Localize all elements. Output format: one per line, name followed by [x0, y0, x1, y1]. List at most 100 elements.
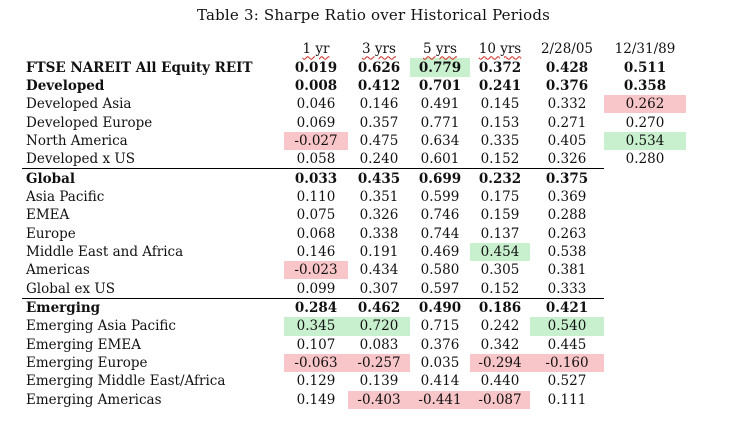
value-cell	[604, 279, 686, 298]
value-cell: 0.744	[420, 225, 460, 242]
value-cell	[604, 391, 686, 409]
value-cell: 0.241	[478, 77, 522, 94]
value-cell: 0.357	[359, 114, 399, 131]
table-row: Global ex US 0.099 0.307 0.597 0.152 0.333	[22, 279, 686, 298]
value-cell: 0.540	[530, 317, 604, 336]
value-cell: 0.699	[410, 168, 470, 188]
table-body: FTSE NAREIT All Equity REIT 0.019 0.626 0.7…	[22, 58, 686, 409]
row-label: Developed	[26, 77, 105, 94]
value-cell: 0.137	[480, 225, 520, 242]
value-cell	[604, 169, 686, 188]
value-cell	[604, 298, 686, 317]
row-label: Developed Europe	[26, 114, 153, 131]
value-cell: 0.263	[547, 225, 587, 242]
value-cell: 0.445	[547, 336, 587, 353]
value-cell: 0.454	[470, 242, 530, 262]
value-cell: 0.326	[547, 151, 587, 168]
value-cell: 0.527	[547, 373, 587, 390]
row-label: Developed Asia	[26, 96, 132, 113]
value-cell: -0.023	[284, 261, 348, 280]
value-cell: 0.469	[420, 243, 460, 260]
sharpe-ratio-table: 1 yr 3 yrs 5 yrs 10 yrs 2/28/05 12/31/89…	[22, 40, 686, 409]
value-cell: 0.262	[604, 95, 686, 114]
value-cell: 0.434	[359, 262, 399, 279]
value-cell	[604, 188, 686, 206]
value-cell: 0.358	[623, 77, 667, 94]
table-row: Developed 0.008 0.412 0.701 0.241 0.376 0.358	[22, 77, 686, 95]
value-cell: 0.284	[284, 297, 348, 318]
value-cell: 0.538	[547, 243, 587, 260]
row-label: Emerging	[22, 297, 284, 318]
value-cell: 0.069	[296, 114, 336, 131]
value-cell: 0.186	[470, 297, 530, 318]
value-cell: 0.412	[357, 77, 401, 94]
value-cell: 0.035	[420, 355, 460, 372]
value-cell: 0.288	[547, 207, 587, 224]
value-cell: 0.335	[480, 132, 520, 149]
table-row: Emerging 0.284 0.462 0.490 0.186 0.421	[22, 297, 686, 318]
value-cell: 0.333	[547, 280, 587, 297]
value-cell: 0.428	[545, 59, 589, 76]
value-cell: -0.403	[348, 390, 410, 409]
row-label: Emerging Asia Pacific	[26, 318, 176, 335]
row-label: Middle East and Africa	[26, 243, 184, 260]
value-cell: -0.294	[470, 353, 530, 373]
value-cell: 0.146	[359, 96, 399, 113]
row-label: North America	[26, 132, 128, 149]
table-row: Emerging Europe -0.063 -0.257 0.035 -0.294 -0…	[22, 353, 686, 373]
value-cell: 0.345	[284, 317, 348, 336]
value-cell	[604, 372, 686, 390]
value-cell: -0.441	[410, 390, 470, 409]
value-cell: 0.152	[480, 151, 520, 168]
value-cell: 0.511	[623, 59, 667, 76]
value-cell: 0.033	[284, 168, 348, 188]
value-cell: 0.720	[348, 317, 410, 336]
value-cell: 0.110	[296, 188, 336, 205]
value-cell: 0.376	[545, 77, 589, 94]
value-cell: 0.475	[359, 132, 399, 149]
col-header-1yr: 1 yr	[302, 41, 330, 58]
table-row: Developed Europe 0.069 0.357 0.771 0.153 0.27…	[22, 113, 686, 131]
value-cell: 0.421	[530, 297, 604, 318]
value-cell: 0.111	[547, 391, 587, 408]
value-cell: 0.145	[480, 96, 520, 113]
value-cell: 0.019	[294, 59, 338, 76]
value-cell: 0.369	[547, 188, 587, 205]
table-row: FTSE NAREIT All Equity REIT 0.019 0.626 0.7…	[22, 58, 686, 77]
table-row: Global 0.033 0.435 0.699 0.232 0.375	[22, 168, 686, 188]
header-blank	[22, 40, 284, 58]
row-label: Emerging Middle East/Africa	[26, 373, 226, 390]
value-cell: 0.601	[420, 151, 460, 168]
row-label: EMEA	[26, 207, 70, 224]
value-cell: 0.746	[420, 207, 460, 224]
row-label: Emerging Americas	[26, 391, 162, 408]
value-cell: 0.771	[420, 114, 460, 131]
value-cell: 0.175	[480, 188, 520, 205]
table-row: North America -0.027 0.475 0.634 0.335 0.405 0…	[22, 131, 686, 151]
value-cell: 0.046	[296, 96, 336, 113]
table-row: Emerging Americas 0.149 -0.403 -0.441 -0.087…	[22, 390, 686, 409]
table-row: EMEA 0.075 0.326 0.746 0.159 0.288	[22, 206, 686, 224]
value-cell: 0.305	[480, 262, 520, 279]
row-label: Global ex US	[26, 280, 116, 297]
value-cell: 0.597	[420, 280, 460, 297]
value-cell	[604, 261, 686, 279]
value-cell: 0.129	[296, 373, 336, 390]
value-cell: 0.159	[480, 207, 520, 224]
value-cell: 0.779	[410, 58, 470, 77]
value-cell: 0.381	[547, 262, 587, 279]
value-cell: 0.075	[296, 207, 336, 224]
value-cell	[604, 206, 686, 224]
table-row: Emerging EMEA 0.107 0.083 0.376 0.342 0.445	[22, 336, 686, 354]
value-cell: 0.534	[604, 131, 686, 151]
value-cell: 0.435	[348, 168, 410, 188]
col-header-10yrs: 10 yrs	[478, 41, 522, 58]
table-row: Developed Asia 0.046 0.146 0.491 0.145 0.332 0…	[22, 95, 686, 114]
table-row: Developed x US 0.058 0.240 0.601 0.152 0.326 0…	[22, 150, 686, 169]
value-cell: 0.008	[294, 77, 338, 94]
value-cell: 0.153	[480, 114, 520, 131]
value-cell: 0.626	[357, 59, 401, 76]
value-cell: 0.152	[480, 280, 520, 297]
row-label: Asia Pacific	[26, 188, 105, 205]
row-label: Americas	[26, 262, 90, 279]
